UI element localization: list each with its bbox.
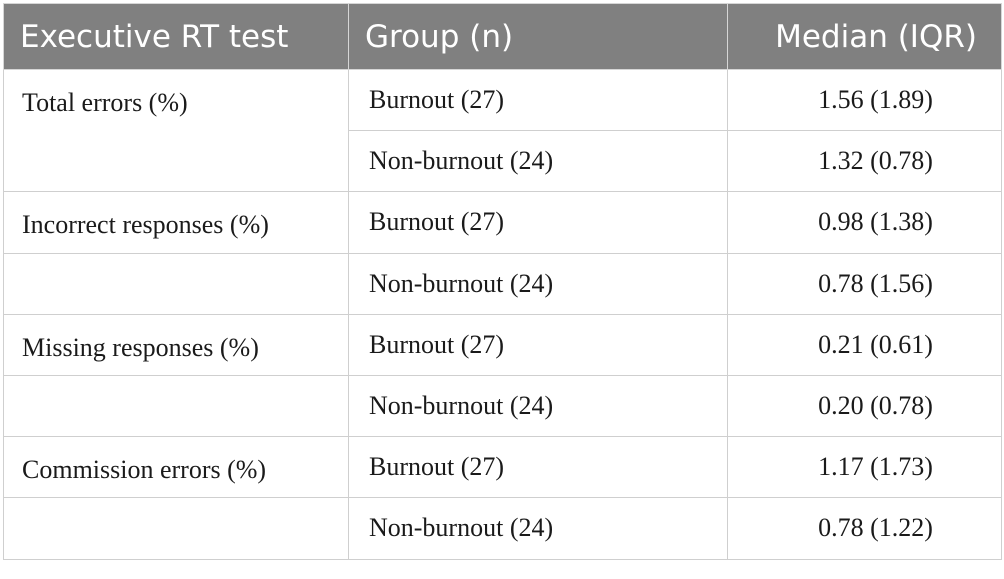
median-iqr-cell: 0.78 (1.22) [727,497,1002,560]
header-group: Group (n) [348,3,728,70]
header-median-iqr: Median (IQR) [727,3,1002,70]
median-iqr-cell: 1.56 (1.89) [727,68,1002,132]
header-row: Executive RT test Group (n) Median (IQR) [3,3,1002,70]
table-row: Incorrect responses (%) Burnout (27) 0.9… [3,191,1002,254]
group-cell: Burnout (27) [348,436,728,499]
test-name-cell: Total errors (%) [3,68,349,193]
table-row: Non-burnout (24) 1.32 (0.78) [4,130,1002,193]
test-name-cell: Incorrect responses (%) [3,191,349,254]
median-iqr-cell: 0.78 (1.56) [727,252,1002,315]
table-row: Total errors (%) Burnout (27) 1.56 (1.89… [3,68,1002,193]
header-executive-rt-test: Executive RT test [3,3,349,70]
table-header: Executive RT test Group (n) Median (IQR) [3,3,1002,70]
table-row: Commission errors (%) Burnout (27) 1.17 … [3,436,1002,499]
group-cell: Non-burnout (24) [348,497,728,560]
table-row: Non-burnout (24) 0.78 (1.22) [3,497,1002,560]
median-iqr-cell: 1.32 (0.78) [727,130,1002,193]
median-iqr-cell: 0.98 (1.38) [727,191,1002,254]
table-body: Total errors (%) Burnout (27) 1.56 (1.89… [3,68,1002,560]
group-cell: Burnout (27) [348,191,728,254]
table-row: Missing responses (%) Burnout (27) 0.21 … [3,313,1002,376]
group-cell: Burnout (27) [348,313,728,376]
group-cell: Non-burnout (24) [348,252,728,315]
test-name-cell [3,374,349,438]
table-row: Non-burnout (24) 0.78 (1.56) [3,252,1002,315]
median-iqr-cell: 0.21 (0.61) [727,313,1002,376]
median-iqr-cell: 0.20 (0.78) [727,374,1002,438]
group-cell: Non-burnout (24) [348,374,728,438]
test-name-cell: Missing responses (%) [3,313,349,376]
table-row: Non-burnout (24) 0.20 (0.78) [3,374,1002,438]
median-iqr-cell: 1.17 (1.73) [727,436,1002,499]
group-cell: Burnout (27) [348,68,728,132]
group-cell: Non-burnout (24) [348,130,728,193]
test-name-cell [3,497,349,560]
test-name-cell [3,252,349,315]
test-name-cell: Commission errors (%) [3,436,349,499]
results-table: Executive RT test Group (n) Median (IQR)… [3,3,1002,560]
